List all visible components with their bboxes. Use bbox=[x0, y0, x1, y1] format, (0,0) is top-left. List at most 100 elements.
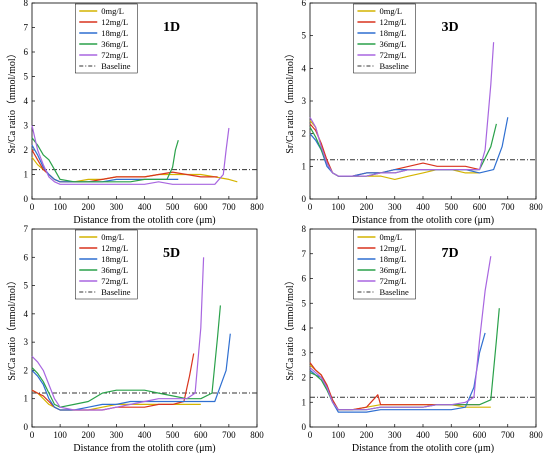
y-tick-label: 8 bbox=[302, 224, 307, 234]
x-tick-label: 200 bbox=[360, 202, 374, 212]
x-tick-label: 0 bbox=[30, 202, 35, 212]
y-tick-label: 5 bbox=[24, 72, 29, 82]
y-tick-label: 1 bbox=[302, 161, 307, 171]
x-tick-label: 0 bbox=[30, 430, 35, 440]
legend-box bbox=[75, 3, 138, 74]
series-line-72mgl bbox=[309, 256, 492, 411]
legend-box bbox=[353, 229, 416, 300]
x-tick-label: 500 bbox=[445, 202, 459, 212]
y-tick-label: 4 bbox=[24, 309, 29, 319]
x-tick-label: 600 bbox=[473, 202, 487, 212]
x-tick-label: 200 bbox=[82, 202, 96, 212]
x-tick-label: 800 bbox=[250, 430, 264, 440]
y-tick-label: 4 bbox=[302, 63, 307, 73]
series-line-18mgl bbox=[309, 117, 509, 177]
legend-label: 36mg/L bbox=[379, 39, 406, 49]
x-tick-label: 800 bbox=[529, 430, 543, 440]
series-line-36mgl bbox=[309, 123, 497, 177]
y-axis-title: Sr/Ca ratio（mmol/mol） bbox=[284, 48, 296, 153]
x-tick-label: 400 bbox=[138, 202, 152, 212]
x-tick-label: 500 bbox=[166, 202, 180, 212]
x-tick-label: 0 bbox=[308, 430, 313, 440]
x-tick-label: 400 bbox=[416, 430, 430, 440]
y-tick-label: 1 bbox=[24, 170, 29, 180]
y-tick-label: 3 bbox=[302, 348, 307, 358]
x-tick-label: 200 bbox=[360, 430, 374, 440]
legend-label: 0mg/L bbox=[101, 6, 124, 16]
legend-box bbox=[75, 229, 138, 300]
legend-label: 18mg/L bbox=[101, 254, 128, 264]
y-tick-label: 7 bbox=[24, 224, 29, 234]
y-tick-label: 3 bbox=[24, 337, 29, 347]
y-tick-label: 0 bbox=[302, 194, 307, 204]
y-tick-label: 2 bbox=[24, 145, 29, 155]
x-tick-label: 100 bbox=[53, 202, 67, 212]
y-tick-label: 1 bbox=[24, 394, 29, 404]
x-tick-label: 0 bbox=[308, 202, 313, 212]
x-tick-label: 600 bbox=[473, 430, 487, 440]
series-line-12mgl bbox=[31, 149, 218, 183]
panel-label: 1D bbox=[163, 20, 180, 35]
legend-label: 12mg/L bbox=[101, 243, 128, 253]
x-tick-label: 500 bbox=[445, 430, 459, 440]
y-tick-label: 6 bbox=[24, 252, 29, 262]
y-tick-label: 2 bbox=[302, 129, 307, 139]
x-tick-label: 700 bbox=[222, 202, 236, 212]
y-tick-label: 0 bbox=[24, 194, 29, 204]
y-axis-title: Sr/Ca ratio（mmol/mol） bbox=[6, 48, 18, 153]
x-tick-label: 200 bbox=[82, 430, 96, 440]
legend-label: 72mg/L bbox=[379, 276, 406, 286]
x-tick-label: 300 bbox=[110, 430, 124, 440]
panel-label: 3D bbox=[442, 20, 459, 35]
legend-label-baseline: Baseline bbox=[101, 287, 130, 297]
x-tick-label: 700 bbox=[501, 430, 515, 440]
x-tick-label: 300 bbox=[388, 202, 402, 212]
x-tick-label: 300 bbox=[388, 430, 402, 440]
y-tick-label: 6 bbox=[302, 0, 307, 8]
y-tick-label: 2 bbox=[24, 365, 29, 375]
y-tick-label: 5 bbox=[302, 298, 307, 308]
panel-label: 5D bbox=[163, 246, 180, 261]
x-tick-label: 400 bbox=[416, 202, 430, 212]
legend-label: 12mg/L bbox=[101, 17, 128, 27]
x-tick-label: 400 bbox=[138, 430, 152, 440]
legend-label: 36mg/L bbox=[101, 265, 128, 275]
legend-label: 72mg/L bbox=[101, 50, 128, 60]
series-line-72mgl bbox=[309, 42, 495, 177]
x-axis-title: Distance from the otolith core (μm) bbox=[352, 215, 494, 226]
x-tick-label: 700 bbox=[501, 202, 515, 212]
x-tick-label: 700 bbox=[222, 430, 236, 440]
x-tick-label: 100 bbox=[53, 430, 67, 440]
legend-label: 18mg/L bbox=[379, 28, 406, 38]
y-tick-label: 3 bbox=[24, 121, 29, 131]
legend-label: 0mg/L bbox=[101, 232, 124, 242]
y-tick-label: 7 bbox=[302, 249, 307, 259]
y-tick-label: 0 bbox=[24, 422, 29, 432]
legend-label: 18mg/L bbox=[379, 254, 406, 264]
legend-label: 18mg/L bbox=[101, 28, 128, 38]
plot-frame bbox=[31, 228, 258, 428]
x-axis-title: Distance from the otolith core (μm) bbox=[352, 443, 494, 453]
series-line-12mgl bbox=[309, 123, 480, 177]
series-line-36mgl bbox=[31, 137, 179, 183]
legend-label-baseline: Baseline bbox=[379, 287, 408, 297]
y-tick-label: 1 bbox=[302, 397, 307, 407]
series-line-72mgl bbox=[31, 257, 205, 411]
panel-label: 7D bbox=[442, 246, 459, 261]
series-line-18mgl bbox=[31, 144, 179, 183]
y-tick-label: 6 bbox=[302, 274, 307, 284]
x-tick-label: 600 bbox=[194, 202, 208, 212]
y-tick-label: 8 bbox=[24, 0, 29, 8]
y-axis-title: Sr/Ca ratio（mmol/mol） bbox=[6, 275, 18, 380]
series-line-72mgl bbox=[31, 125, 230, 185]
y-tick-label: 2 bbox=[302, 373, 307, 383]
x-tick-label: 800 bbox=[250, 202, 264, 212]
legend-box bbox=[353, 3, 416, 74]
legend-label: 72mg/L bbox=[379, 50, 406, 60]
x-tick-label: 100 bbox=[332, 430, 346, 440]
legend-label: 72mg/L bbox=[101, 276, 128, 286]
x-tick-label: 100 bbox=[332, 202, 346, 212]
